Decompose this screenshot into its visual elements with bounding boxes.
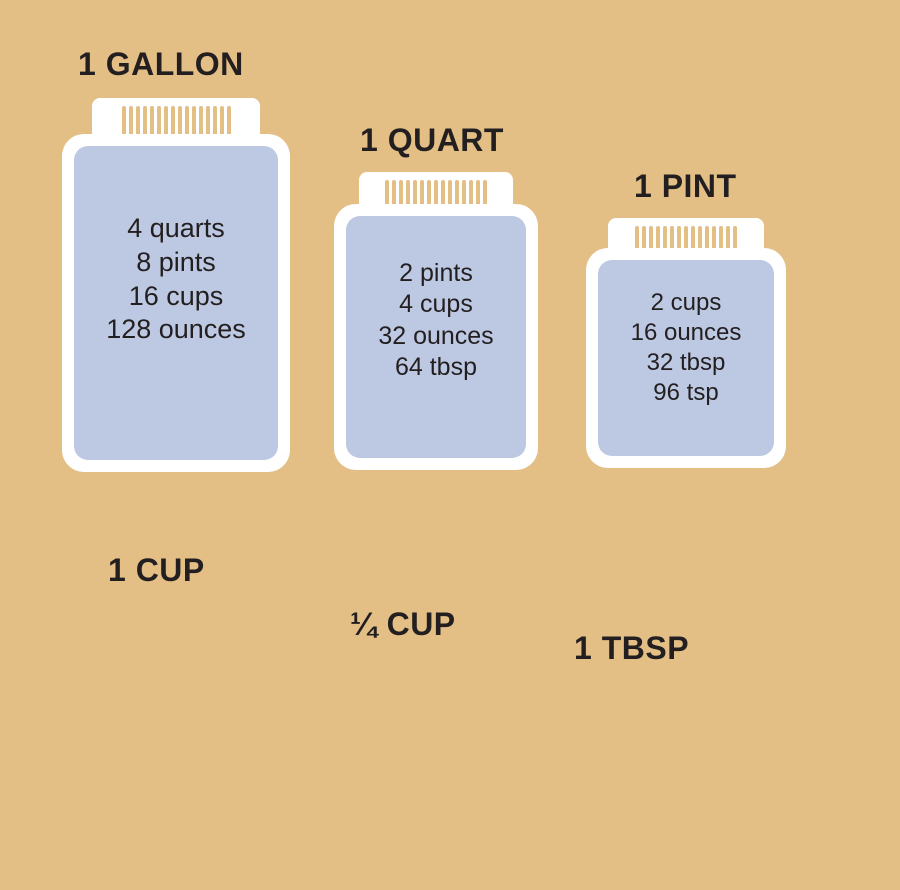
conversion-line: 16 cups — [62, 280, 290, 314]
pint-title: 1 PINT — [634, 168, 737, 205]
conversion-line: 4 quarts — [62, 212, 290, 246]
gallon-jar: 4 quarts8 pints16 cups128 ounces — [62, 98, 290, 472]
cup-title: 1 CUP — [108, 552, 205, 589]
infographic-canvas: 1 GALLON 4 quarts8 pints16 cups128 ounce… — [0, 0, 900, 890]
conversion-line: 64 tbsp — [334, 352, 538, 383]
quarter-cup-title: ¼ CUP — [350, 606, 456, 643]
pint-jar: 2 cups16 ounces32 tbsp96 tsp — [586, 218, 786, 468]
conversion-line: 96 tsp — [586, 378, 786, 408]
quart-conversions: 2 pints4 cups32 ounces64 tbsp — [334, 258, 538, 383]
conversion-line: 2 pints — [334, 258, 538, 289]
conversion-line: 32 ounces — [334, 321, 538, 352]
conversion-line: 4 cups — [334, 289, 538, 320]
tbsp-title: 1 TBSP — [574, 630, 689, 667]
gallon-conversions: 4 quarts8 pints16 cups128 ounces — [62, 212, 290, 347]
conversion-line: 16 ounces — [586, 318, 786, 348]
quart-title: 1 QUART — [360, 122, 504, 159]
gallon-title: 1 GALLON — [78, 46, 244, 83]
pint-conversions: 2 cups16 ounces32 tbsp96 tsp — [586, 288, 786, 408]
conversion-line: 2 cups — [586, 288, 786, 318]
conversion-line: 128 ounces — [62, 313, 290, 347]
conversion-line: 8 pints — [62, 246, 290, 280]
quart-jar: 2 pints4 cups32 ounces64 tbsp — [334, 172, 538, 470]
conversion-line: 32 tbsp — [586, 348, 786, 378]
